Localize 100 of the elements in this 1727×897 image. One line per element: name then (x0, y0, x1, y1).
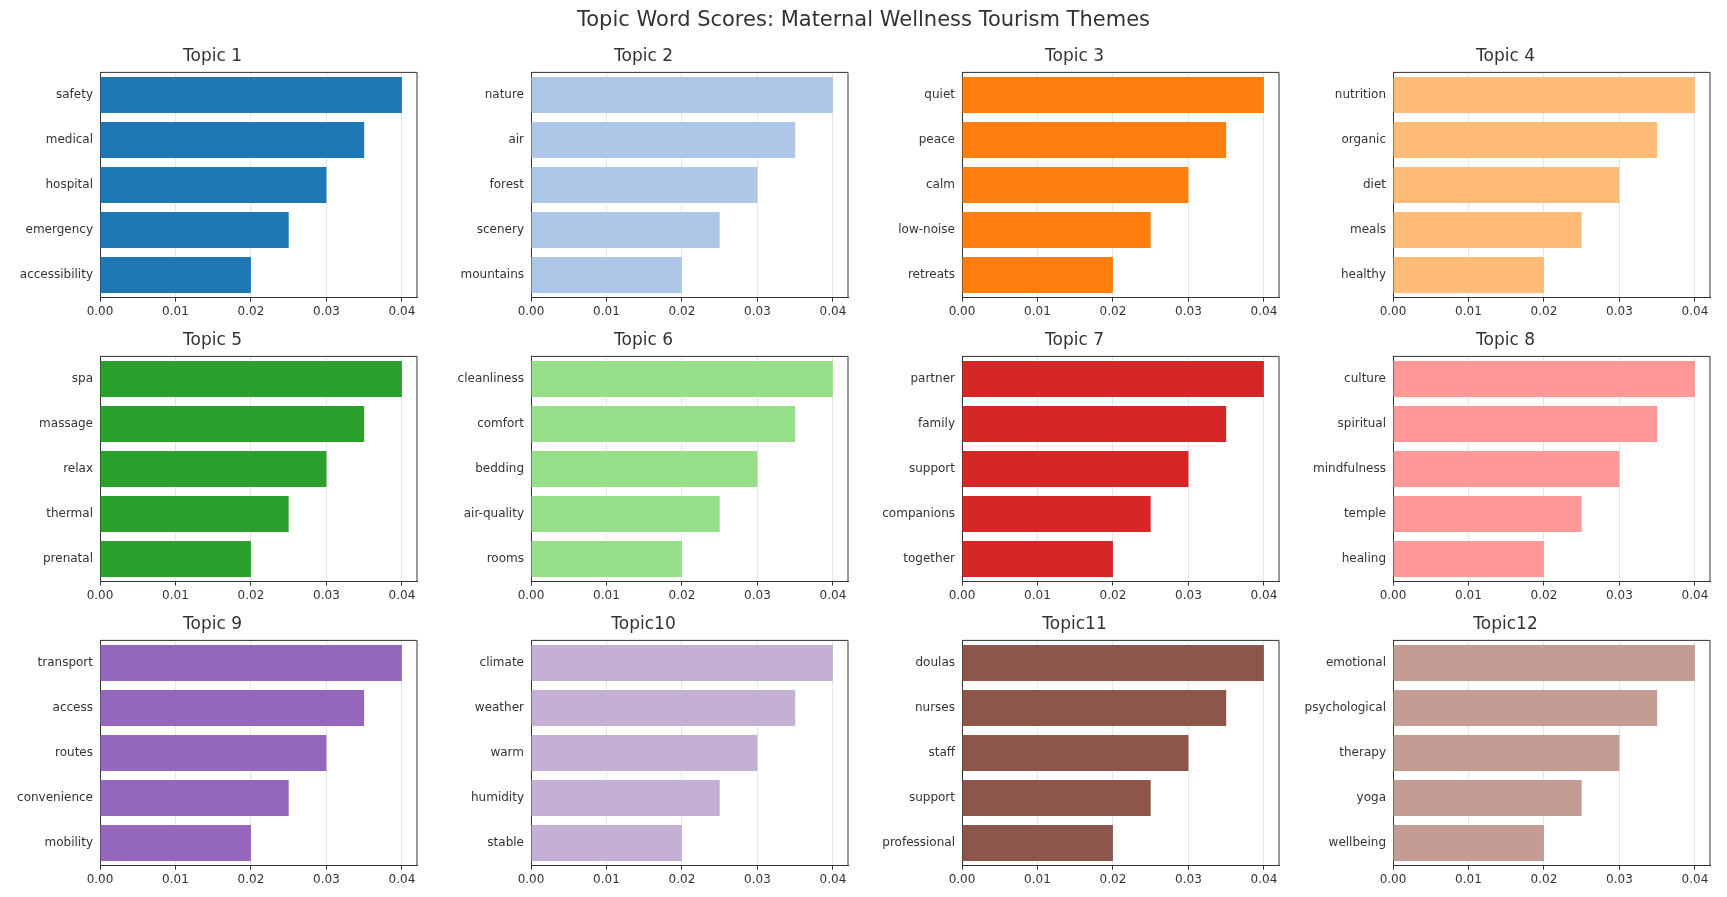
y-tick-label: partner (910, 371, 956, 386)
y-tick-label: stable (487, 835, 524, 850)
y-tick-label: hospital (45, 177, 93, 192)
y-tick-label: healthy (1340, 267, 1386, 282)
bar (100, 541, 251, 578)
bar (962, 76, 1264, 113)
y-tick-label: nutrition (1334, 87, 1386, 102)
x-tick-label: 0.03 (744, 587, 771, 602)
y-tick-label: culture (1344, 371, 1386, 386)
y-tick-label: nature (484, 87, 524, 102)
bar (100, 76, 402, 113)
x-tick-label: 0.01 (1455, 587, 1482, 602)
bar (531, 825, 682, 862)
y-tick-label: rooms (486, 551, 524, 566)
bar (100, 360, 402, 397)
x-tick-label: 0.00 (948, 587, 976, 602)
x-tick-label: 0.04 (1250, 871, 1278, 886)
bar (100, 780, 289, 817)
y-tick-label: retreats (907, 267, 955, 282)
y-tick-label: scenery (476, 222, 524, 237)
y-tick-label: organic (1341, 132, 1386, 147)
x-tick-label: 0.01 (593, 587, 620, 602)
x-tick-label: 0.00 (86, 871, 114, 886)
x-tick-label: 0.01 (162, 587, 189, 602)
x-tick-label: 0.01 (593, 871, 620, 886)
bar (100, 257, 251, 294)
x-tick-label: 0.00 (1379, 871, 1407, 886)
y-tick-label: mountains (460, 267, 524, 282)
bar (1393, 166, 1620, 204)
y-tick-label: humidity (471, 790, 524, 805)
y-tick-label: nurses (914, 700, 955, 715)
chart-title: Topic12 (1472, 612, 1538, 633)
x-tick-label: 0.02 (668, 303, 696, 318)
y-tick-label: support (908, 461, 956, 476)
bar (1393, 496, 1582, 533)
x-tick-label: 0.04 (1681, 303, 1709, 318)
bar (531, 212, 720, 249)
x-tick-label: 0.03 (313, 303, 340, 318)
bar (100, 212, 289, 249)
x-tick-label: 0.01 (593, 303, 620, 318)
chart-title: Topic 5 (182, 328, 242, 349)
y-tick-label: relax (63, 461, 93, 476)
chart-title: Topic 4 (1475, 44, 1535, 65)
y-tick-label: access (52, 700, 93, 715)
chart-title: Topic 3 (1044, 44, 1104, 65)
y-tick-label: diet (1362, 177, 1387, 192)
x-tick-label: 0.04 (1250, 587, 1278, 602)
bar (531, 734, 758, 772)
x-tick-label: 0.04 (388, 871, 416, 886)
y-tick-label: emergency (25, 222, 93, 237)
x-tick-label: 0.01 (1024, 871, 1051, 886)
chart-title: Topic 1 (182, 44, 242, 65)
bar (962, 212, 1151, 249)
bar (1393, 76, 1695, 113)
y-tick-label: family (917, 416, 955, 431)
bar (100, 121, 365, 158)
x-tick-label: 0.04 (388, 303, 416, 318)
x-tick-label: 0.00 (1379, 587, 1407, 602)
x-tick-label: 0.03 (744, 303, 771, 318)
y-tick-label: calm (926, 177, 955, 192)
x-tick-label: 0.00 (517, 303, 545, 318)
bar (962, 257, 1113, 294)
bar (100, 734, 327, 772)
bar (100, 166, 327, 204)
bar (962, 689, 1227, 726)
x-tick-label: 0.02 (237, 303, 265, 318)
x-tick-label: 0.03 (1606, 587, 1633, 602)
x-tick-label: 0.01 (1455, 871, 1482, 886)
bar (531, 121, 796, 158)
x-tick-label: 0.04 (819, 303, 847, 318)
x-tick-label: 0.03 (313, 871, 340, 886)
bar (100, 825, 251, 862)
chart-title: Topic 8 (1475, 328, 1535, 349)
y-tick-label: psychological (1304, 700, 1386, 715)
bar (1393, 644, 1695, 681)
y-tick-label: safety (55, 87, 93, 102)
y-tick-label: climate (479, 655, 524, 670)
x-tick-label: 0.04 (388, 587, 416, 602)
x-tick-label: 0.02 (668, 587, 696, 602)
x-tick-label: 0.04 (1250, 303, 1278, 318)
y-tick-label: air (508, 132, 525, 147)
y-tick-label: transport (37, 655, 94, 670)
bar (531, 496, 720, 533)
bar (100, 450, 327, 488)
bar (962, 644, 1264, 681)
y-tick-label: weather (474, 700, 525, 715)
x-tick-label: 0.02 (1530, 871, 1558, 886)
bar (100, 405, 365, 442)
x-tick-label: 0.04 (819, 871, 847, 886)
x-tick-label: 0.04 (819, 587, 847, 602)
x-tick-label: 0.00 (86, 587, 114, 602)
bar (962, 166, 1189, 204)
x-tick-label: 0.04 (1681, 587, 1709, 602)
y-tick-label: cleanliness (457, 371, 524, 386)
bar (100, 644, 402, 681)
y-tick-label: bedding (475, 461, 524, 476)
y-tick-label: meals (1349, 222, 1386, 237)
y-tick-label: prenatal (42, 551, 93, 566)
x-tick-label: 0.03 (1175, 303, 1202, 318)
y-tick-label: spiritual (1337, 416, 1386, 431)
